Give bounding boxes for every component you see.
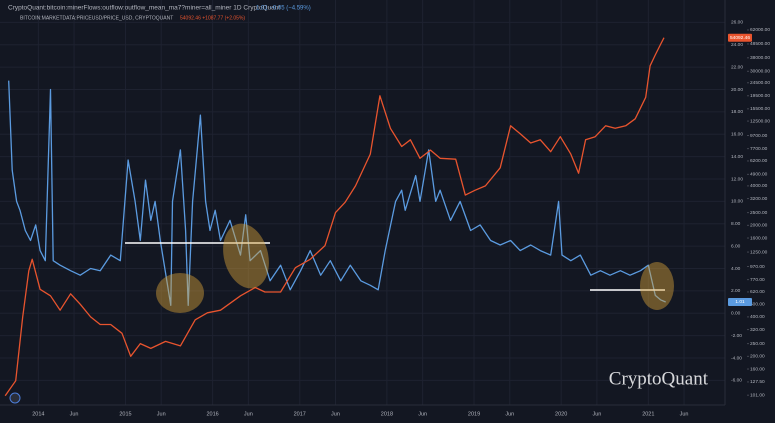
y2-tick-label: 15500.00: [750, 106, 770, 112]
x-tick-label: Jun: [70, 411, 79, 417]
y-tick-label: 12.00: [731, 176, 743, 182]
series-line: [4, 37, 665, 397]
y-tick-label: 10.00: [731, 199, 743, 205]
y-tick-label: 0.00: [731, 311, 741, 317]
series-line: [8, 80, 666, 307]
y2-tick-label: 38000.00: [750, 55, 770, 61]
y-tick-label: 18.00: [731, 109, 743, 115]
y2-tick-label: 19500.00: [750, 93, 770, 99]
y2-tick-label: 620.00: [750, 289, 765, 295]
x-tick-label: 2019: [468, 411, 480, 417]
x-tick-label: 2020: [555, 411, 567, 417]
y2-tick-label: 7700.00: [750, 146, 768, 152]
y2-tick-label: 1250.00: [750, 249, 768, 255]
y-tick-label: -2.00: [731, 333, 742, 339]
x-tick-label: Jun: [418, 411, 427, 417]
y2-tick-label: 4000.00: [750, 183, 768, 189]
last-value-label: 54092.46: [730, 35, 750, 41]
last-value-label: 1.01: [735, 299, 745, 305]
series-name: BITCOIN:MARKETDATA:PRICEUSD/PRICE_USD, C…: [20, 15, 173, 21]
y-tick-label: 20.00: [731, 87, 743, 93]
x-tick-label: 2016: [206, 411, 218, 417]
grid: [0, 0, 725, 405]
y2-tick-label: 101.00: [750, 392, 765, 398]
y2-tick-label: 3200.00: [750, 196, 768, 202]
y-tick-label: 24.00: [731, 42, 743, 48]
y2-tick-label: 62000.00: [750, 27, 770, 33]
y2-tick-label: 770.00: [750, 277, 765, 283]
x-tick-label: Jun: [680, 411, 689, 417]
x-tick-label: 2014: [32, 411, 44, 417]
y2-tick-label: 48500.00: [750, 41, 770, 47]
y2-tick-label: 160.00: [750, 366, 765, 372]
y-tick-label: -4.00: [731, 355, 742, 361]
y-tick-label: -6.00: [731, 378, 742, 384]
y-tick-label: 6.00: [731, 243, 741, 249]
x-tick-label: Jun: [331, 411, 340, 417]
last-value-badge: [728, 297, 752, 306]
y2-tick-label: 400.00: [750, 314, 765, 320]
x-tick-label: 2021: [642, 411, 654, 417]
y2-tick-label: 127.50: [750, 379, 765, 385]
y2-tick-label: 9700.00: [750, 133, 768, 139]
series-name: CryptoQuant:bitcoin:minerFlows:outflow:o…: [8, 5, 280, 12]
y2-tick-label: 200.00: [750, 354, 765, 360]
y-tick-label: 14.00: [731, 154, 743, 160]
y2-tick-label: 12500.00: [750, 118, 770, 124]
x-tick-label: 2018: [381, 411, 393, 417]
x-tick-label: Jun: [592, 411, 601, 417]
y2-tick-label: 6200.00: [750, 158, 768, 164]
series-readout: 1.01 −0.05 (−4.59%): [256, 6, 311, 12]
x-tick-label: 2017: [294, 411, 306, 417]
series-readout: 54092.46 +1087.77 (+2.05%): [180, 15, 245, 21]
y2-tick-label: 500.00: [750, 301, 765, 307]
y2-tick-label: 1600.00: [750, 235, 768, 241]
y2-tick-label: 24500.00: [750, 80, 770, 86]
y-tick-label: 8.00: [731, 221, 741, 227]
y2-tick-label: 250.00: [750, 341, 765, 347]
plot: [4, 37, 666, 397]
x-tick-label: Jun: [505, 411, 514, 417]
y-tick-label: 26.00: [731, 20, 743, 26]
x-tick-label: 2015: [119, 411, 131, 417]
watermark: CryptoQuant: [609, 368, 709, 389]
x-tick-label: Jun: [157, 411, 166, 417]
y-tick-label: 22.00: [731, 64, 743, 70]
y2-tick-label: 2500.00: [750, 210, 768, 216]
y2-tick-label: 4900.00: [750, 172, 768, 178]
x-tick-label: Jun: [244, 411, 253, 417]
y-tick-label: 2.00: [731, 288, 741, 294]
y2-tick-label: 320.00: [750, 327, 765, 333]
annotation-ellipse: [640, 262, 674, 310]
logo: [9, 392, 21, 404]
y2-tick-label: 970.00: [750, 264, 765, 270]
y2-tick-label: 2000.00: [750, 223, 768, 229]
y2-tick-label: 30000.00: [750, 69, 770, 75]
axes: 2014 Jun 2015 Jun 2016 Jun 2017 Jun 2018 Jun 2019 J…: [0, 0, 770, 417]
annotation-ellipse: [223, 223, 269, 289]
y-tick-label: 16.00: [731, 132, 743, 138]
annotation-ellipse: [156, 273, 204, 313]
last-value-badge: [728, 33, 752, 42]
y-tick-label: 4.00: [731, 266, 741, 272]
